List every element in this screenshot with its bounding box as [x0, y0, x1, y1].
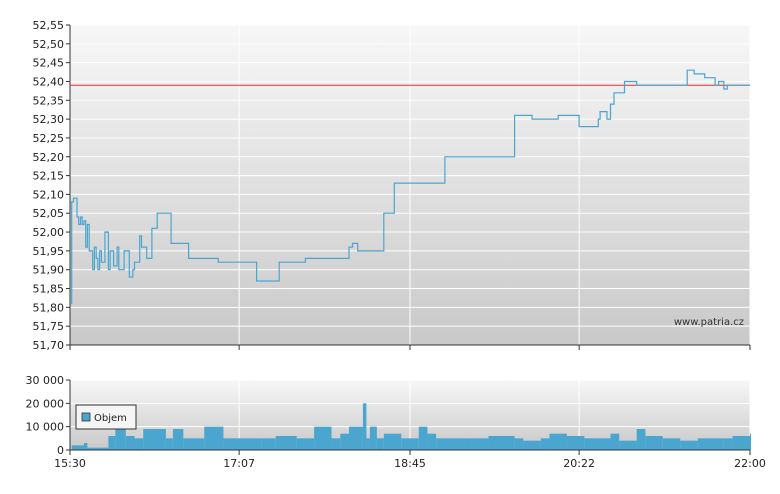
price-y-tick-label: 52,05 — [33, 207, 65, 220]
volume-bar — [436, 438, 472, 450]
volume-bar — [172, 429, 184, 450]
x-tick-label: 20:22 — [563, 457, 595, 470]
watermark-text: www.patria.cz — [674, 317, 744, 328]
volume-y-tick-label: 30 000 — [26, 374, 65, 387]
volume-bar — [125, 436, 135, 450]
price-y-tick-label: 52,15 — [33, 170, 65, 183]
volume-bar — [584, 438, 611, 450]
legend-swatch — [81, 412, 91, 422]
volume-y-tick-label: 10 000 — [26, 421, 65, 434]
volume-bar — [549, 433, 567, 450]
volume-bar — [697, 438, 724, 450]
volume-bar — [348, 426, 363, 450]
volume-y-tick-label: 0 — [57, 444, 64, 457]
price-line — [70, 69, 750, 305]
price-y-tick-label: 52,20 — [33, 151, 65, 164]
price-y-tick-label: 51,85 — [33, 283, 65, 296]
volume-bar — [723, 438, 733, 450]
volume-bar — [71, 445, 84, 450]
volume-bar — [296, 438, 315, 450]
volume-bar — [204, 426, 224, 450]
volume-bar — [662, 438, 681, 450]
volume-bar — [750, 433, 751, 450]
volume-bar — [331, 438, 341, 450]
price-y-tick-label: 51,80 — [33, 301, 65, 314]
x-tick-label: 22:00 — [734, 457, 766, 470]
volume-bar — [540, 438, 550, 450]
volume-bar — [362, 403, 367, 450]
price-y-tick-label: 51,70 — [33, 339, 65, 352]
volume-bar — [401, 438, 419, 450]
volume-bar — [83, 443, 88, 450]
volume-bar — [523, 440, 541, 450]
price-y-tick-label: 52,30 — [33, 113, 65, 126]
x-tick-label: 17:07 — [223, 457, 255, 470]
legend-label: Objem — [94, 413, 127, 424]
price-y-tick-label: 52,25 — [33, 132, 65, 145]
volume-bar — [418, 426, 428, 450]
volume-bar — [610, 433, 620, 450]
price-y-tick-label: 52,50 — [33, 38, 65, 51]
volume-bar — [366, 438, 370, 450]
volume-bar — [383, 433, 402, 450]
volume-bar — [680, 440, 698, 450]
volume-bar — [471, 438, 489, 450]
price-y-tick-label: 51,95 — [33, 245, 65, 258]
volume-bar — [514, 438, 524, 450]
volume-bar — [183, 438, 205, 450]
price-y-tick-label: 52,35 — [33, 94, 65, 107]
volume-y-tick-label: 20 000 — [26, 397, 65, 410]
volume-bar — [619, 440, 637, 450]
volume-bar — [115, 426, 126, 450]
volume-bar — [261, 438, 276, 450]
volume-bar — [636, 429, 646, 450]
volume-bar — [143, 429, 166, 450]
volume-bar — [223, 438, 262, 450]
price-y-tick-label: 52,55 — [33, 19, 65, 32]
x-tick-label: 18:45 — [394, 457, 426, 470]
volume-bar — [369, 426, 377, 450]
price-y-tick-label: 52,00 — [33, 226, 65, 239]
volume-bar — [376, 438, 384, 450]
price-y-tick-label: 52,45 — [33, 57, 65, 70]
volume-bar — [87, 447, 109, 450]
price-y-tick-label: 52,10 — [33, 188, 65, 201]
volume-bar — [340, 433, 349, 450]
x-tick-label: 15:30 — [54, 457, 86, 470]
volume-bar — [488, 436, 515, 450]
volume-bar — [645, 436, 663, 450]
volume-bar — [427, 433, 437, 450]
price-y-tick-label: 52,40 — [33, 75, 65, 88]
price-y-tick-label: 51,90 — [33, 264, 65, 277]
volume-bar — [108, 436, 116, 450]
volume-bar — [566, 436, 585, 450]
volume-bar — [732, 436, 750, 450]
volume-bar — [314, 426, 332, 450]
volume-bar — [134, 438, 144, 450]
price-y-tick-label: 51,75 — [33, 320, 65, 333]
volume-bar — [165, 438, 173, 450]
volume-bar — [275, 436, 297, 450]
